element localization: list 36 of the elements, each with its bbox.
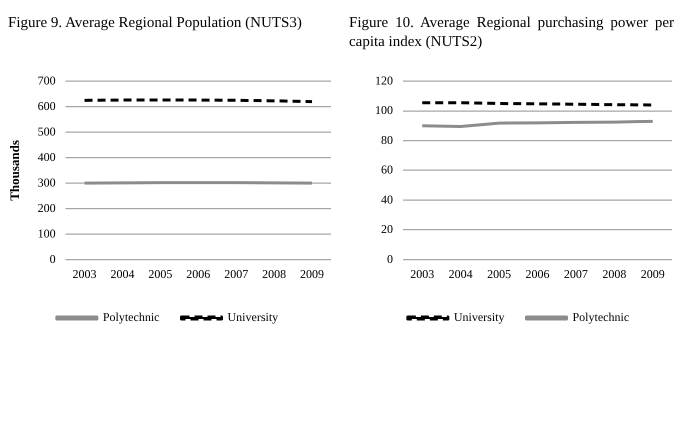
legend-label: University bbox=[454, 310, 505, 324]
y-tick-label: 600 bbox=[38, 98, 56, 113]
x-tick-label: 2005 bbox=[148, 266, 172, 281]
y-tick-label: 80 bbox=[381, 132, 393, 147]
y-tick-label: 120 bbox=[375, 73, 393, 88]
y-tick-label: 300 bbox=[38, 175, 56, 190]
x-tick-label: 2007 bbox=[564, 266, 588, 281]
x-tick-label: 2004 bbox=[448, 266, 473, 281]
y-tick-label: 700 bbox=[38, 73, 56, 88]
y-axis-title: Thousands bbox=[7, 140, 22, 201]
chart-title: Figure 10. Average Regional purchasing power per capita index (NUTS2) bbox=[348, 14, 675, 52]
x-tick-label: 2004 bbox=[110, 266, 134, 281]
y-tick-label: 400 bbox=[38, 150, 56, 164]
x-tick-label: 2006 bbox=[186, 266, 210, 281]
y-tick-label: 0 bbox=[50, 252, 56, 266]
x-tick-label: 2009 bbox=[640, 266, 665, 281]
legend-label: University bbox=[227, 310, 278, 324]
x-tick-label: 2008 bbox=[602, 266, 626, 281]
x-tick-label: 2009 bbox=[300, 266, 324, 281]
y-tick-label: 100 bbox=[375, 103, 393, 118]
x-tick-label: 2006 bbox=[526, 266, 550, 281]
y-tick-label: 0 bbox=[387, 252, 393, 266]
y-tick-label: 200 bbox=[38, 200, 56, 215]
x-tick-label: 2003 bbox=[72, 266, 97, 281]
y-tick-label: 100 bbox=[38, 226, 56, 240]
y-tick-label: 500 bbox=[38, 124, 56, 138]
legend-label: Polytechnic bbox=[572, 310, 630, 324]
x-tick-label: 2005 bbox=[487, 266, 512, 281]
y-tick-label: 20 bbox=[381, 222, 393, 236]
x-tick-label: 2008 bbox=[262, 266, 286, 281]
legend-label: Polytechnic bbox=[102, 310, 160, 324]
chart-title: Figure 9. Average Regional Population (NUTS3) bbox=[7, 14, 303, 33]
x-tick-label: 2003 bbox=[410, 266, 434, 281]
x-tick-label: 2007 bbox=[224, 266, 248, 281]
y-tick-label: 60 bbox=[381, 162, 393, 177]
y-tick-label: 40 bbox=[381, 192, 393, 206]
